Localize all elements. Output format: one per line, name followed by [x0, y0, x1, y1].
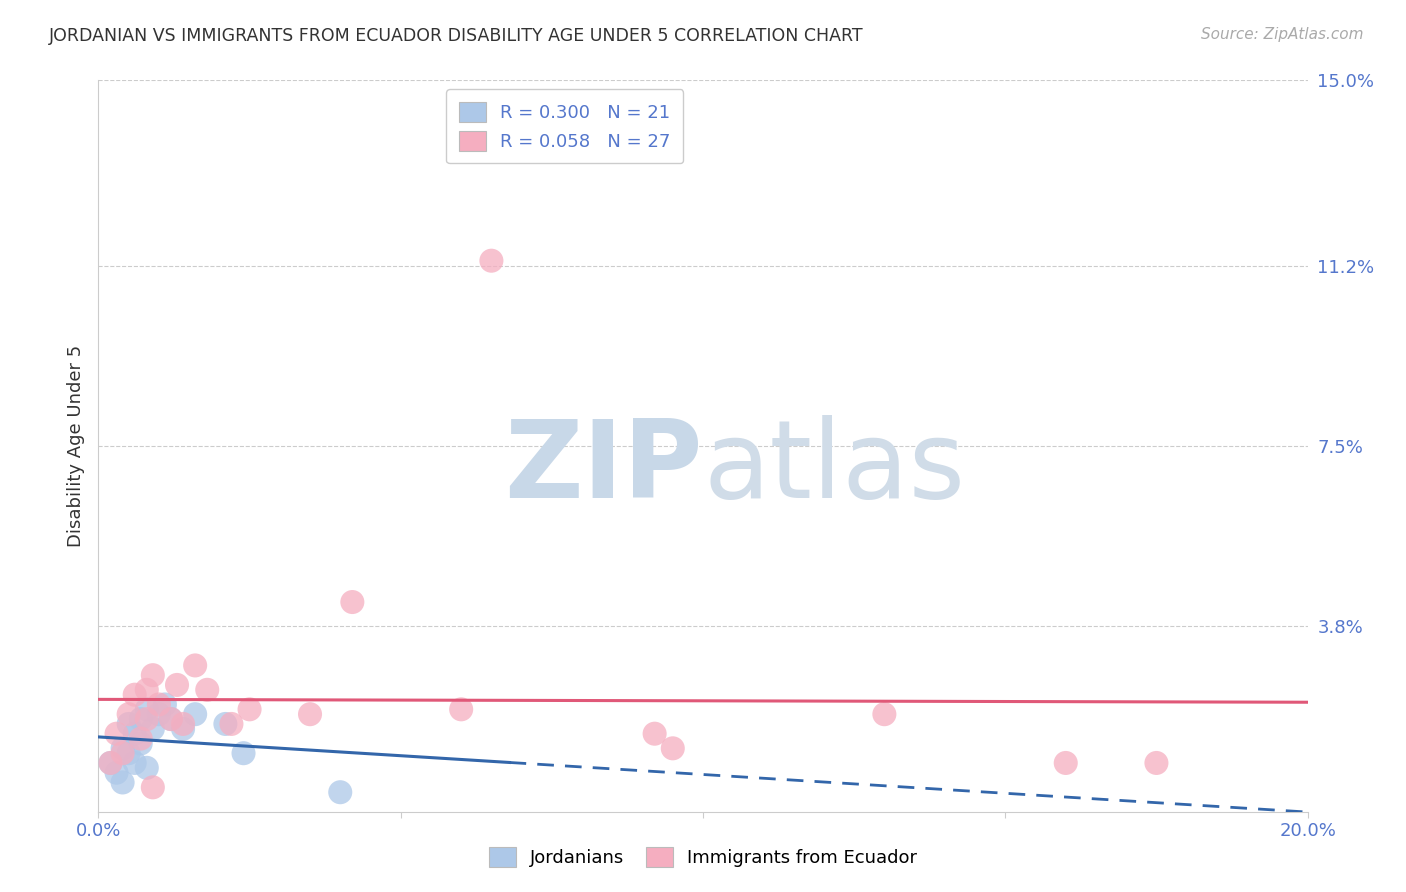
Point: [111, 741, 134, 756]
Point: [172, 722, 194, 736]
Point: [142, 780, 165, 795]
Y-axis label: Disability Age Under 5: Disability Age Under 5: [66, 345, 84, 547]
Point: [100, 756, 122, 770]
Point: [160, 712, 183, 726]
Point: [118, 707, 141, 722]
Point: [184, 707, 207, 722]
Point: [124, 756, 146, 770]
Point: [135, 761, 157, 775]
Point: [124, 727, 146, 741]
Point: [232, 746, 254, 760]
Point: [172, 717, 194, 731]
Text: Source: ZipAtlas.com: Source: ZipAtlas.com: [1201, 27, 1364, 42]
Point: [873, 707, 896, 722]
Point: [111, 775, 134, 789]
Point: [221, 717, 243, 731]
Point: [142, 668, 165, 682]
Point: [661, 741, 683, 756]
Point: [153, 698, 176, 712]
Point: [299, 707, 322, 722]
Point: [148, 707, 170, 722]
Point: [481, 253, 503, 268]
Point: [184, 658, 207, 673]
Point: [329, 785, 352, 799]
Point: [129, 731, 152, 746]
Point: [105, 727, 128, 741]
Point: [166, 678, 188, 692]
Point: [135, 702, 157, 716]
Legend: R = 0.300   N = 21, R = 0.058   N = 27: R = 0.300 N = 21, R = 0.058 N = 27: [446, 89, 683, 163]
Point: [214, 717, 236, 731]
Point: [129, 736, 152, 750]
Text: JORDANIAN VS IMMIGRANTS FROM ECUADOR DISABILITY AGE UNDER 5 CORRELATION CHART: JORDANIAN VS IMMIGRANTS FROM ECUADOR DIS…: [49, 27, 863, 45]
Point: [118, 717, 141, 731]
Point: [342, 595, 364, 609]
Point: [105, 765, 128, 780]
Point: [1054, 756, 1077, 770]
Legend: Jordanians, Immigrants from Ecuador: Jordanians, Immigrants from Ecuador: [481, 839, 925, 874]
Point: [1144, 756, 1167, 770]
Point: [148, 698, 170, 712]
Point: [111, 746, 134, 760]
Point: [100, 756, 122, 770]
Point: [644, 727, 666, 741]
Point: [124, 688, 146, 702]
Point: [118, 746, 141, 760]
Point: [129, 712, 152, 726]
Point: [450, 702, 472, 716]
Point: [135, 682, 157, 697]
Point: [160, 712, 183, 726]
Point: [142, 722, 165, 736]
Text: atlas: atlas: [703, 415, 965, 521]
Point: [195, 682, 218, 697]
Point: [135, 712, 157, 726]
Text: ZIP: ZIP: [505, 415, 703, 521]
Point: [239, 702, 262, 716]
